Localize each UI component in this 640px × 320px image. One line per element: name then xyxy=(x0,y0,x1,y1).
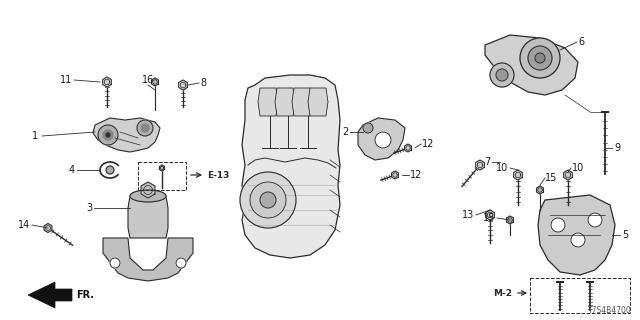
Circle shape xyxy=(103,130,113,140)
Text: 16: 16 xyxy=(142,75,154,85)
Circle shape xyxy=(363,123,373,133)
Circle shape xyxy=(141,124,149,132)
Circle shape xyxy=(535,53,545,63)
Polygon shape xyxy=(506,216,513,224)
Polygon shape xyxy=(141,182,155,198)
Circle shape xyxy=(496,69,508,81)
Circle shape xyxy=(110,258,120,268)
Text: 12: 12 xyxy=(422,139,435,149)
Text: 6: 6 xyxy=(578,37,584,47)
Circle shape xyxy=(106,133,110,137)
Text: 9: 9 xyxy=(614,143,620,153)
Ellipse shape xyxy=(130,190,166,202)
Text: 2: 2 xyxy=(342,127,348,137)
Polygon shape xyxy=(44,223,52,233)
Circle shape xyxy=(588,213,602,227)
Polygon shape xyxy=(308,88,328,116)
Circle shape xyxy=(551,218,565,232)
Circle shape xyxy=(176,258,186,268)
Polygon shape xyxy=(152,78,159,86)
Circle shape xyxy=(375,132,391,148)
Text: 11: 11 xyxy=(60,75,72,85)
Text: 8: 8 xyxy=(200,78,206,88)
Polygon shape xyxy=(476,160,484,170)
Polygon shape xyxy=(536,186,543,194)
Polygon shape xyxy=(486,210,494,220)
Text: FR.: FR. xyxy=(76,290,94,300)
Circle shape xyxy=(240,172,296,228)
Text: 1: 1 xyxy=(32,131,38,141)
Text: T7S4B4700: T7S4B4700 xyxy=(588,306,632,315)
Text: 13: 13 xyxy=(461,210,474,220)
Polygon shape xyxy=(514,170,522,180)
Polygon shape xyxy=(564,170,572,180)
Text: 15: 15 xyxy=(483,213,495,223)
Polygon shape xyxy=(485,35,578,95)
Bar xyxy=(138,162,186,190)
Polygon shape xyxy=(292,88,312,116)
Polygon shape xyxy=(358,118,405,160)
Circle shape xyxy=(260,192,276,208)
Circle shape xyxy=(98,125,118,145)
Polygon shape xyxy=(258,88,278,116)
Text: 12: 12 xyxy=(410,170,422,180)
Circle shape xyxy=(250,182,286,218)
Text: M-2: M-2 xyxy=(493,289,512,298)
Text: 3: 3 xyxy=(86,203,92,213)
Polygon shape xyxy=(103,238,193,281)
Polygon shape xyxy=(392,171,399,179)
Text: 10: 10 xyxy=(496,163,508,173)
Polygon shape xyxy=(538,195,615,275)
Text: E-13: E-13 xyxy=(207,171,229,180)
Text: 4: 4 xyxy=(69,165,75,175)
Circle shape xyxy=(137,120,153,136)
Circle shape xyxy=(528,46,552,70)
Circle shape xyxy=(490,63,514,87)
Bar xyxy=(530,278,630,313)
Text: 14: 14 xyxy=(18,220,30,230)
Text: 7: 7 xyxy=(484,157,490,167)
Text: 15: 15 xyxy=(545,173,557,183)
Polygon shape xyxy=(242,75,340,258)
Circle shape xyxy=(106,166,114,174)
Circle shape xyxy=(520,38,560,78)
Polygon shape xyxy=(128,196,168,238)
Polygon shape xyxy=(275,88,295,116)
Polygon shape xyxy=(159,165,164,171)
Text: 5: 5 xyxy=(622,230,628,240)
Polygon shape xyxy=(93,118,160,152)
Polygon shape xyxy=(404,144,412,152)
Circle shape xyxy=(571,233,585,247)
Text: 10: 10 xyxy=(572,163,584,173)
Polygon shape xyxy=(102,77,111,87)
Polygon shape xyxy=(179,80,188,90)
Polygon shape xyxy=(28,282,72,308)
